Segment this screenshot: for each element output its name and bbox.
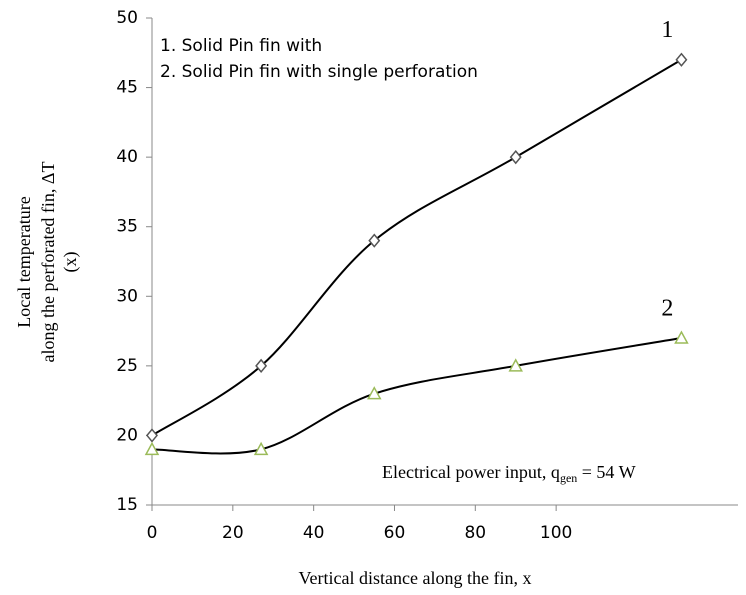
series-label: 1 [661, 17, 673, 43]
x-axis-label: Vertical distance along the fin, x [299, 568, 532, 588]
marker [255, 358, 268, 374]
marker [509, 149, 522, 165]
x-tick-label: 20 [222, 523, 244, 543]
annotation-suffix: = 54 W [577, 462, 635, 482]
x-tick-label: 0 [147, 523, 158, 543]
y-axis-label-line: (x) [60, 252, 81, 273]
y-axis-label-line: Local temperature [14, 196, 34, 327]
y-tick-label: 45 [116, 78, 138, 98]
legend-text: 1. Solid Pin fin with [160, 36, 322, 56]
y-tick-label: 50 [116, 8, 138, 28]
annotation-text: Electrical power input, q [382, 462, 560, 482]
marker [508, 358, 523, 372]
y-axis-label: Local temperature along the perforated f… [14, 161, 81, 362]
series-line [151, 58, 682, 437]
marker [675, 52, 688, 67]
marker [368, 233, 381, 248]
x-tick-label: 60 [384, 523, 406, 543]
y-tick-label: 25 [116, 356, 138, 376]
y-tick-label: 20 [116, 425, 138, 445]
y-tick-label: 35 [116, 217, 138, 237]
series-line [151, 337, 682, 455]
annotation-subscript: gen [560, 471, 577, 485]
x-tick-label: 80 [464, 523, 486, 543]
marker [367, 386, 382, 400]
marker [146, 428, 158, 443]
y-tick-label: 15 [116, 495, 138, 515]
x-tick-label: 40 [303, 523, 325, 543]
y-axis-label-line: along the perforated fin, ΔT [38, 161, 58, 362]
y-tick-label: 40 [116, 147, 138, 167]
annotation: Electrical power input, qgen = 54 W [382, 462, 636, 485]
series-label: 2 [661, 296, 673, 322]
y-tick-label: 30 [116, 286, 138, 306]
marker [253, 441, 269, 456]
marker [674, 330, 689, 344]
x-tick-label: 100 [540, 523, 572, 543]
marker [144, 441, 160, 456]
legend-text: 2. Solid Pin fin with single perforation [160, 62, 478, 82]
